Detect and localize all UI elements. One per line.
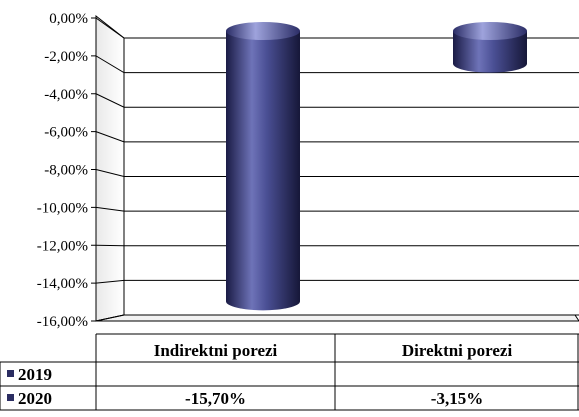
legend-marker [7,370,14,377]
gridline [95,93,579,108]
y-tick-label: -10,00% [37,200,88,216]
y-tick-label: 0,00% [49,11,88,27]
category-header: Indirektni porezi [154,341,278,360]
y-tick-label: -6,00% [44,125,88,141]
bar-top-cap [453,22,527,40]
value-label: -3,15% [431,389,483,408]
gridline [95,169,579,177]
category-header: Direktni porezi [402,341,513,360]
gridline [95,131,579,143]
legend-marker [7,394,14,401]
gridline [95,206,579,212]
floor [95,314,579,322]
y-tick-label: -2,00% [44,49,88,65]
gridline [95,17,579,39]
y-tick-label: -4,00% [44,87,88,103]
y-tick-label: -8,00% [44,163,88,179]
bar-body [226,31,300,311]
plot-area: 0,00% -2,00% -4,00% -6,00% -8,00% -10,00% -12,… [37,11,579,330]
gridline [95,279,579,284]
gridline [95,244,579,247]
gridline [95,314,579,322]
bars-layer [226,22,527,311]
gridline [95,55,579,74]
y-tick-label: -14,00% [37,276,88,292]
y-tick-label: -12,00% [37,238,88,254]
value-label: -15,70% [185,389,246,408]
series-label: 2019 [18,365,52,384]
bar [453,22,527,73]
bar-top-cap [226,22,300,40]
bar [226,22,300,311]
y-tick-label: -16,00% [37,314,88,330]
series-label: 2020 [18,389,52,408]
bar-body [453,31,527,73]
data-table: Indirektni porezi Direktni porezi 2019 2020… [0,333,579,411]
side-wall [95,14,125,322]
